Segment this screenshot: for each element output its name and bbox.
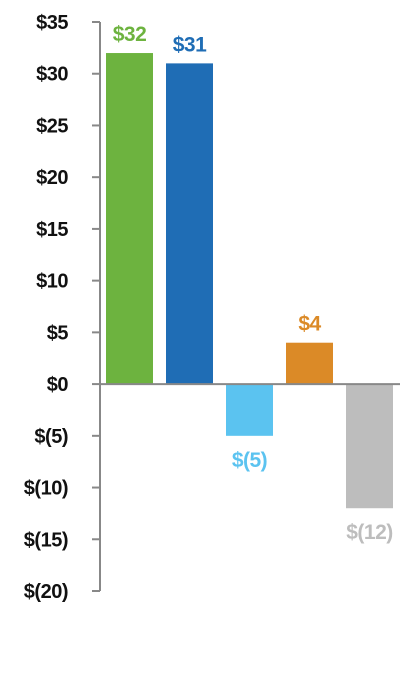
bar-value-label: $(12) (346, 521, 393, 544)
y-tick-label: $25 (36, 115, 68, 137)
y-tick-label: $20 (36, 167, 68, 189)
y-tick-label: $(5) (34, 426, 68, 448)
y-tick-label: $(10) (24, 478, 68, 500)
bar (226, 384, 273, 436)
bar-value-label: $31 (173, 33, 207, 56)
y-tick-label: $10 (36, 271, 68, 293)
bar-series (106, 53, 393, 509)
bar-value-label: $32 (113, 23, 147, 46)
data-labels: $32 $31 $(5) $4 $(12) (113, 23, 394, 544)
bar (286, 342, 333, 385)
y-tick-label: $5 (47, 322, 69, 344)
bar (106, 53, 153, 385)
y-axis-ticks: $35 $30 $25 $20 $15 $10 $5 $0 $(5) $(10) $(15) $(20… (24, 12, 100, 603)
y-tick-label: $30 (36, 64, 68, 86)
y-tick-label: $(15) (24, 529, 68, 551)
bar (346, 384, 393, 509)
y-tick-label: $(20) (24, 581, 68, 603)
y-tick-label: $15 (36, 219, 68, 241)
bar-value-label: $(5) (232, 449, 267, 472)
axes (99, 22, 400, 591)
y-tick-label: $35 (36, 12, 68, 34)
y-tick-label: $0 (47, 374, 69, 396)
bar (166, 63, 213, 385)
bar-value-label: $4 (298, 313, 321, 336)
